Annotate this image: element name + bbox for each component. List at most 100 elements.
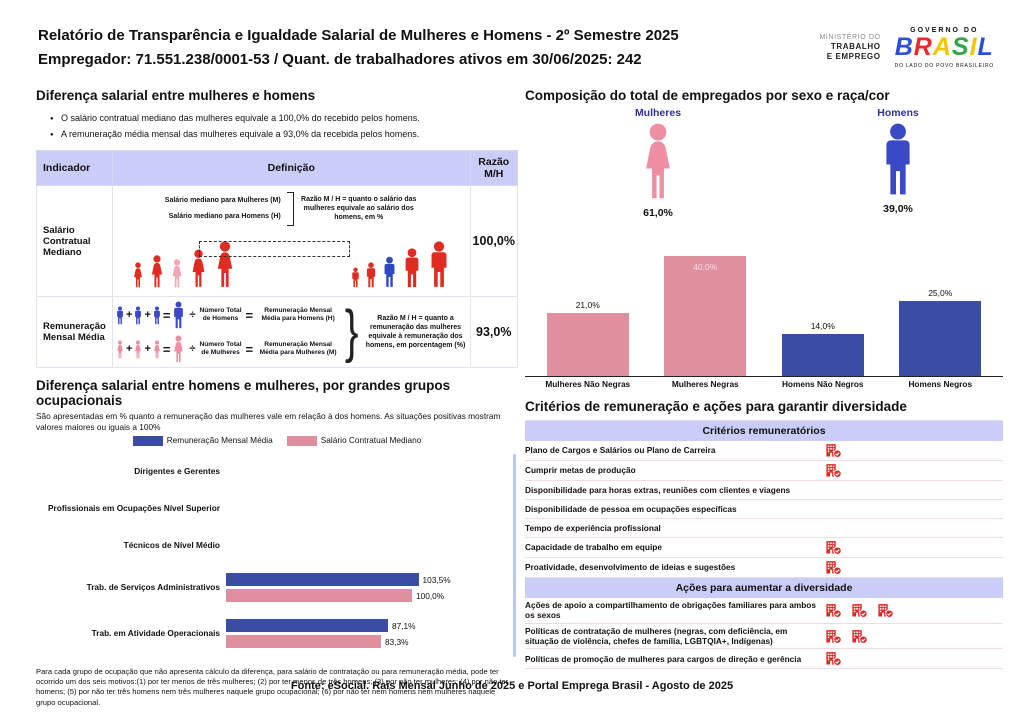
ministry-line2: TRABALHO [830,42,881,52]
establishment-check-icon [877,603,894,618]
criteria-table: Critérios remuneratórios Plano de Cargos … [525,420,1003,670]
bar-value-label: 103,5% [422,574,451,585]
ratio-value-remuneracao: 93,0% [469,296,518,369]
brasil-letter: L [977,33,994,62]
criteria-marks [825,603,1003,618]
legend-swatch-blue [132,435,163,446]
brasil-letter: B [894,33,914,62]
women-divisor-label: Número Total de Mulheres [199,341,242,357]
bar [899,301,982,376]
occupation-row: Profissionais em Ocupações Nível Superio… [36,491,518,528]
bracket-shape [286,192,294,227]
plus-sign: + [126,343,133,356]
bullet-item: A remuneração média mensal das mulheres … [50,126,518,142]
ratio-note: Razão M / H = quanto o salário das mulhe… [301,196,417,221]
man-figure-icon [426,241,452,288]
col-indicador: Indicador [35,150,114,187]
bar-line: 100,0% [226,589,518,603]
category-label: Homens Negros [908,379,973,389]
bar [226,635,381,649]
criteria-marks [825,629,1003,644]
man-figure-icon [364,262,378,288]
men-average-formula: + + = ÷ Número Total de Homens = Remuneraç… [115,301,340,329]
occupational-footnote: Para cada grupo de ocupação que não apre… [36,666,509,707]
ministry-line3: E EMPREGO [826,52,881,62]
man-icon [878,123,918,196]
female-figure-icon [133,340,143,359]
bar-slot: 14,0% [781,321,864,376]
composition-bar-chart: 21,0% 40,0% 14,0% 25,0% [525,235,1003,377]
legend-item-remuneracao: Remuneração Mensal Média [132,435,273,446]
establishment-check-icon [825,651,842,666]
col-razao: Razão M/H [469,150,518,187]
bar-slot: 21,0% [546,300,629,376]
source-footer: Fonte: eSocial. Rais Mensal Junho de 202… [290,680,734,692]
occupational-section: Diferença salarial entre homens e mulher… [36,378,518,707]
criteria-row: Cumprir metas de produção [525,461,1003,481]
composition-category-labels: Mulheres Não Negras Mulheres Negras Homens… [525,377,1003,389]
bar-value-label: 14,0% [810,321,835,331]
establishment-check-icon [825,443,842,458]
right-column: Composição do total de empregados por se… [525,88,1003,670]
report-titles: Relatório de Transparência e Igualdade S… [38,24,679,72]
criteria-label: Proatividade, desenvolvimento de ideias … [525,562,736,573]
criteria-label: Ações de apoio a compartilhamento de obr… [525,600,816,621]
brasil-wordmark: BRASIL [895,34,994,62]
women-average-formula: + + = ÷ Número Total de Mulheres = Remuner… [115,335,340,363]
legend-swatch-pink [286,435,317,446]
divide-sign: ÷ [189,343,196,356]
criteria-marks [825,463,1003,478]
occupation-row: Trab. em Atividade Operacionais 87,1% 83,3… [36,611,518,657]
women-result-label: Remuneração Mensal Média para Mulheres (… [259,341,337,357]
median-men-label: Salário mediano para Homens (H) [168,213,281,221]
salary-diff-title: Diferença salarial entre mulheres e home… [36,88,316,103]
establishment-check-icon [825,603,842,618]
occupation-label: Técnicos de Nível Médio [123,540,220,551]
left-column: Diferença salarial entre mulheres e home… [35,88,518,708]
women-percentage: 61,0% [643,207,673,219]
bar-value-label: 40,0% [693,262,718,272]
criteria-row: Tempo de experiência profissional [525,519,1003,538]
occupational-title: Diferença salarial entre homens e mulher… [36,378,451,409]
brasil-letter: I [969,33,978,62]
man-figure-icon [401,248,423,288]
report-header: Relatório de Transparência e Igualdade S… [38,24,1004,72]
category-label: Mulheres Não Negras [545,379,631,389]
bar [781,334,864,376]
establishment-check-icon [825,629,842,644]
men-percentage: 39,0% [883,203,913,215]
occupation-label: Trab. de Serviços Administrativos [86,581,220,592]
criteria-title: Critérios de remuneração e ações para ga… [525,399,907,414]
bullet-item: O salário contratual mediano das mulhere… [50,110,518,126]
diversity-actions-header: Ações para aumentar a diversidade [525,578,1003,598]
governo-do-brasil-logo: GOVERNO DO BRASIL DO LADO DO POVO BRASIL… [895,27,994,70]
occupational-bar-chart: Dirigentes e Gerentes Profissionais em Oc… [36,453,518,657]
female-figure-icon [115,340,125,359]
criteria-label: Capacidade de trabalho em equipe [525,542,662,553]
bar [226,619,388,633]
occupational-legend: Remuneração Mensal Média Salário Contrat… [36,435,518,446]
bar-slot: 40,0% [664,256,747,376]
highlighted-man-figure-icon [381,256,398,288]
equals-sign: = [245,307,254,323]
divide-sign: ÷ [189,309,196,322]
remuneration-criteria-header: Critérios remuneratórios [525,421,1003,441]
occupation-bars: 87,1% 83,3% [226,619,518,649]
criteria-row: Capacidade de trabalho em equipe [525,538,1003,558]
bar [226,573,419,587]
equals-sign: = [162,341,171,357]
criteria-label: Políticas de contratação de mulheres (ne… [525,625,788,647]
criteria-label: Plano de Cargos e Salários ou Plano de C… [525,445,716,456]
bar: 40,0% [664,256,747,376]
criteria-label: Disponibilidade para horas extras, reuni… [525,484,791,495]
median-women-label: Salário mediano para Mulheres (M) [164,196,281,204]
male-figure-icon [171,301,186,329]
plus-sign: + [144,309,151,322]
criteria-marks [825,560,1003,575]
definition-salario-mediano: Salário mediano para Mulheres (M) Salári… [113,186,469,296]
bar-line: 87,1% [226,619,518,633]
woman-figure-icon [148,255,166,288]
male-figure-icon [152,306,162,325]
plus-sign: + [144,343,151,356]
